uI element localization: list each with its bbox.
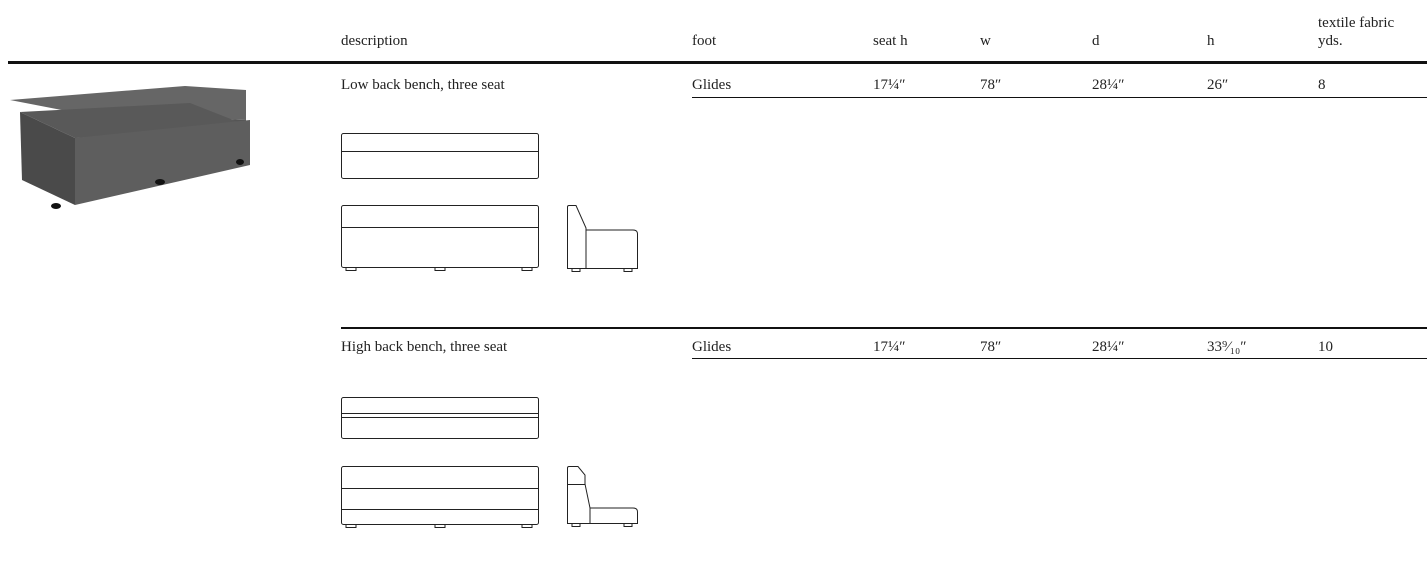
column-header: w	[980, 33, 991, 49]
column-header: description	[341, 33, 408, 49]
line-drawing	[341, 397, 638, 528]
cell: High back bench, three seat	[341, 339, 508, 355]
cell: 10	[1318, 339, 1333, 355]
cell: 26″	[1207, 77, 1229, 93]
cell: 78″	[980, 339, 1002, 355]
row-rule	[692, 358, 1427, 359]
row-rule	[692, 97, 1427, 98]
cell: 8	[1318, 77, 1326, 93]
cell: Glides	[692, 77, 732, 93]
cell: 78″	[980, 77, 1002, 93]
cell: 28¼″	[1092, 339, 1125, 355]
cell: 33⁹⁄₁₀″	[1207, 339, 1247, 355]
row-separator	[341, 327, 1427, 329]
column-header: h	[1207, 33, 1215, 49]
product-image	[10, 86, 250, 209]
header-rule	[8, 61, 1427, 64]
cell: 17¼″	[873, 77, 906, 93]
column-header: d	[1092, 33, 1100, 49]
line-drawing	[341, 133, 638, 272]
cell: 28¼″	[1092, 77, 1125, 93]
column-header: foot	[692, 33, 717, 49]
column-header: textile fabric yds.	[1318, 15, 1395, 49]
cell: Low back bench, three seat	[341, 77, 505, 93]
column-header: seat h	[873, 33, 908, 49]
cell: Glides	[692, 339, 732, 355]
cell: 17¼″	[873, 339, 906, 355]
